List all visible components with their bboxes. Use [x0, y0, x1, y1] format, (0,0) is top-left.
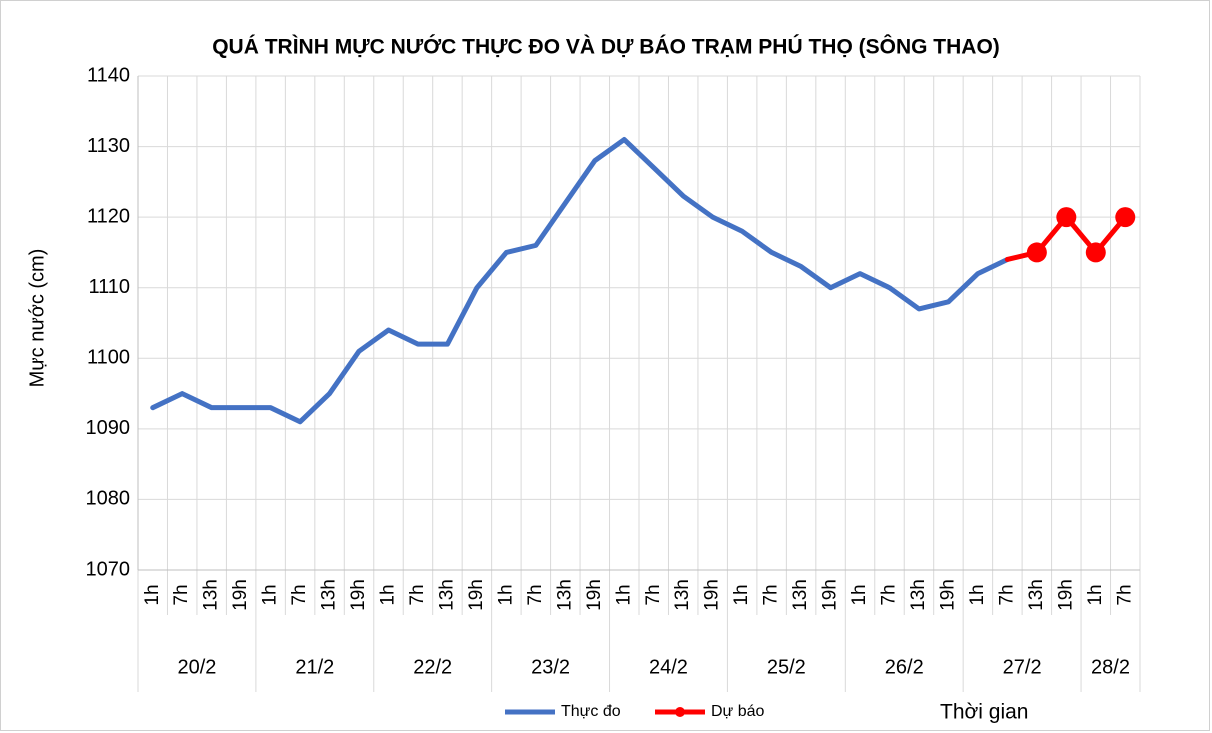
x-tick-label: 1h — [260, 584, 281, 605]
x-tick-label: 1h — [495, 584, 516, 605]
x-tick-label: 7h — [1114, 584, 1135, 605]
y-tick-label: 1100 — [87, 347, 130, 369]
group-label: 24/2 — [649, 656, 688, 678]
x-tick-label: 19h — [820, 579, 841, 611]
x-tick-label: 7h — [643, 584, 664, 605]
group-label: 22/2 — [413, 656, 452, 678]
x-tick-label: 1h — [142, 584, 163, 605]
x-tick-label: 13h — [554, 579, 575, 611]
x-tick-label: 1h — [378, 584, 399, 605]
x-tick-label: 1h — [613, 584, 634, 605]
x-tick-label: 13h — [790, 579, 811, 611]
data-point — [1115, 207, 1136, 228]
x-tick-label: 19h — [702, 579, 723, 611]
y-tick-label: 1120 — [87, 205, 130, 227]
x-tick-label: 7h — [996, 584, 1017, 605]
legend-label: Thực đo — [561, 703, 621, 720]
x-tick-label: 1h — [967, 584, 988, 605]
group-label: 20/2 — [177, 656, 216, 678]
x-tick-label: 13h — [908, 579, 929, 611]
data-point — [1085, 242, 1106, 263]
group-label: 27/2 — [1003, 656, 1042, 678]
group-label: 25/2 — [767, 656, 806, 678]
x-tick-label: 19h — [584, 579, 605, 611]
y-tick-label: 1080 — [86, 488, 131, 510]
x-tick-label: 13h — [1026, 579, 1047, 611]
y-tick-label: 1130 — [87, 135, 130, 157]
x-tick-label: 19h — [937, 579, 958, 611]
x-tick-label: 13h — [672, 579, 693, 611]
chart-title: QUÁ TRÌNH MỰC NƯỚC THỰC ĐO VÀ DỰ BÁO TRẠ… — [212, 35, 1000, 59]
group-label: 28/2 — [1091, 656, 1130, 678]
x-tick-label: 7h — [525, 584, 546, 605]
x-tick-label: 19h — [1055, 579, 1076, 611]
y-tick-label: 1090 — [86, 417, 131, 439]
y-axis-label: Mực nước (cm) — [26, 249, 48, 388]
series-line — [150, 137, 1010, 425]
x-tick-label: 19h — [466, 579, 487, 611]
x-tick-label: 7h — [289, 584, 310, 605]
legend-label: Dự báo — [711, 703, 765, 720]
x-tick-label: 7h — [407, 584, 428, 605]
group-label: 21/2 — [295, 656, 334, 678]
y-tick-label: 1070 — [86, 558, 131, 580]
x-tick-label: 7h — [171, 584, 192, 605]
y-tick-label: 1140 — [87, 64, 130, 86]
x-axis-label: Thời gian — [940, 701, 1028, 724]
group-label: 23/2 — [531, 656, 570, 678]
x-tick-label: 1h — [849, 584, 870, 605]
series-line — [1034, 214, 1128, 255]
x-tick-label: 1h — [731, 584, 752, 605]
data-point — [1056, 207, 1077, 228]
x-tick-label: 19h — [230, 579, 251, 611]
x-tick-label: 7h — [761, 584, 782, 605]
x-tick-label: 7h — [879, 584, 900, 605]
y-tick-label: 1110 — [88, 276, 130, 298]
x-tick-label: 13h — [436, 579, 457, 611]
x-tick-label: 13h — [201, 579, 222, 611]
legend-marker — [675, 707, 685, 717]
x-tick-label: 13h — [319, 579, 340, 611]
x-tick-label: 1h — [1085, 584, 1106, 605]
group-label: 26/2 — [885, 656, 924, 678]
data-point — [1026, 242, 1047, 263]
x-tick-label: 19h — [348, 579, 369, 611]
